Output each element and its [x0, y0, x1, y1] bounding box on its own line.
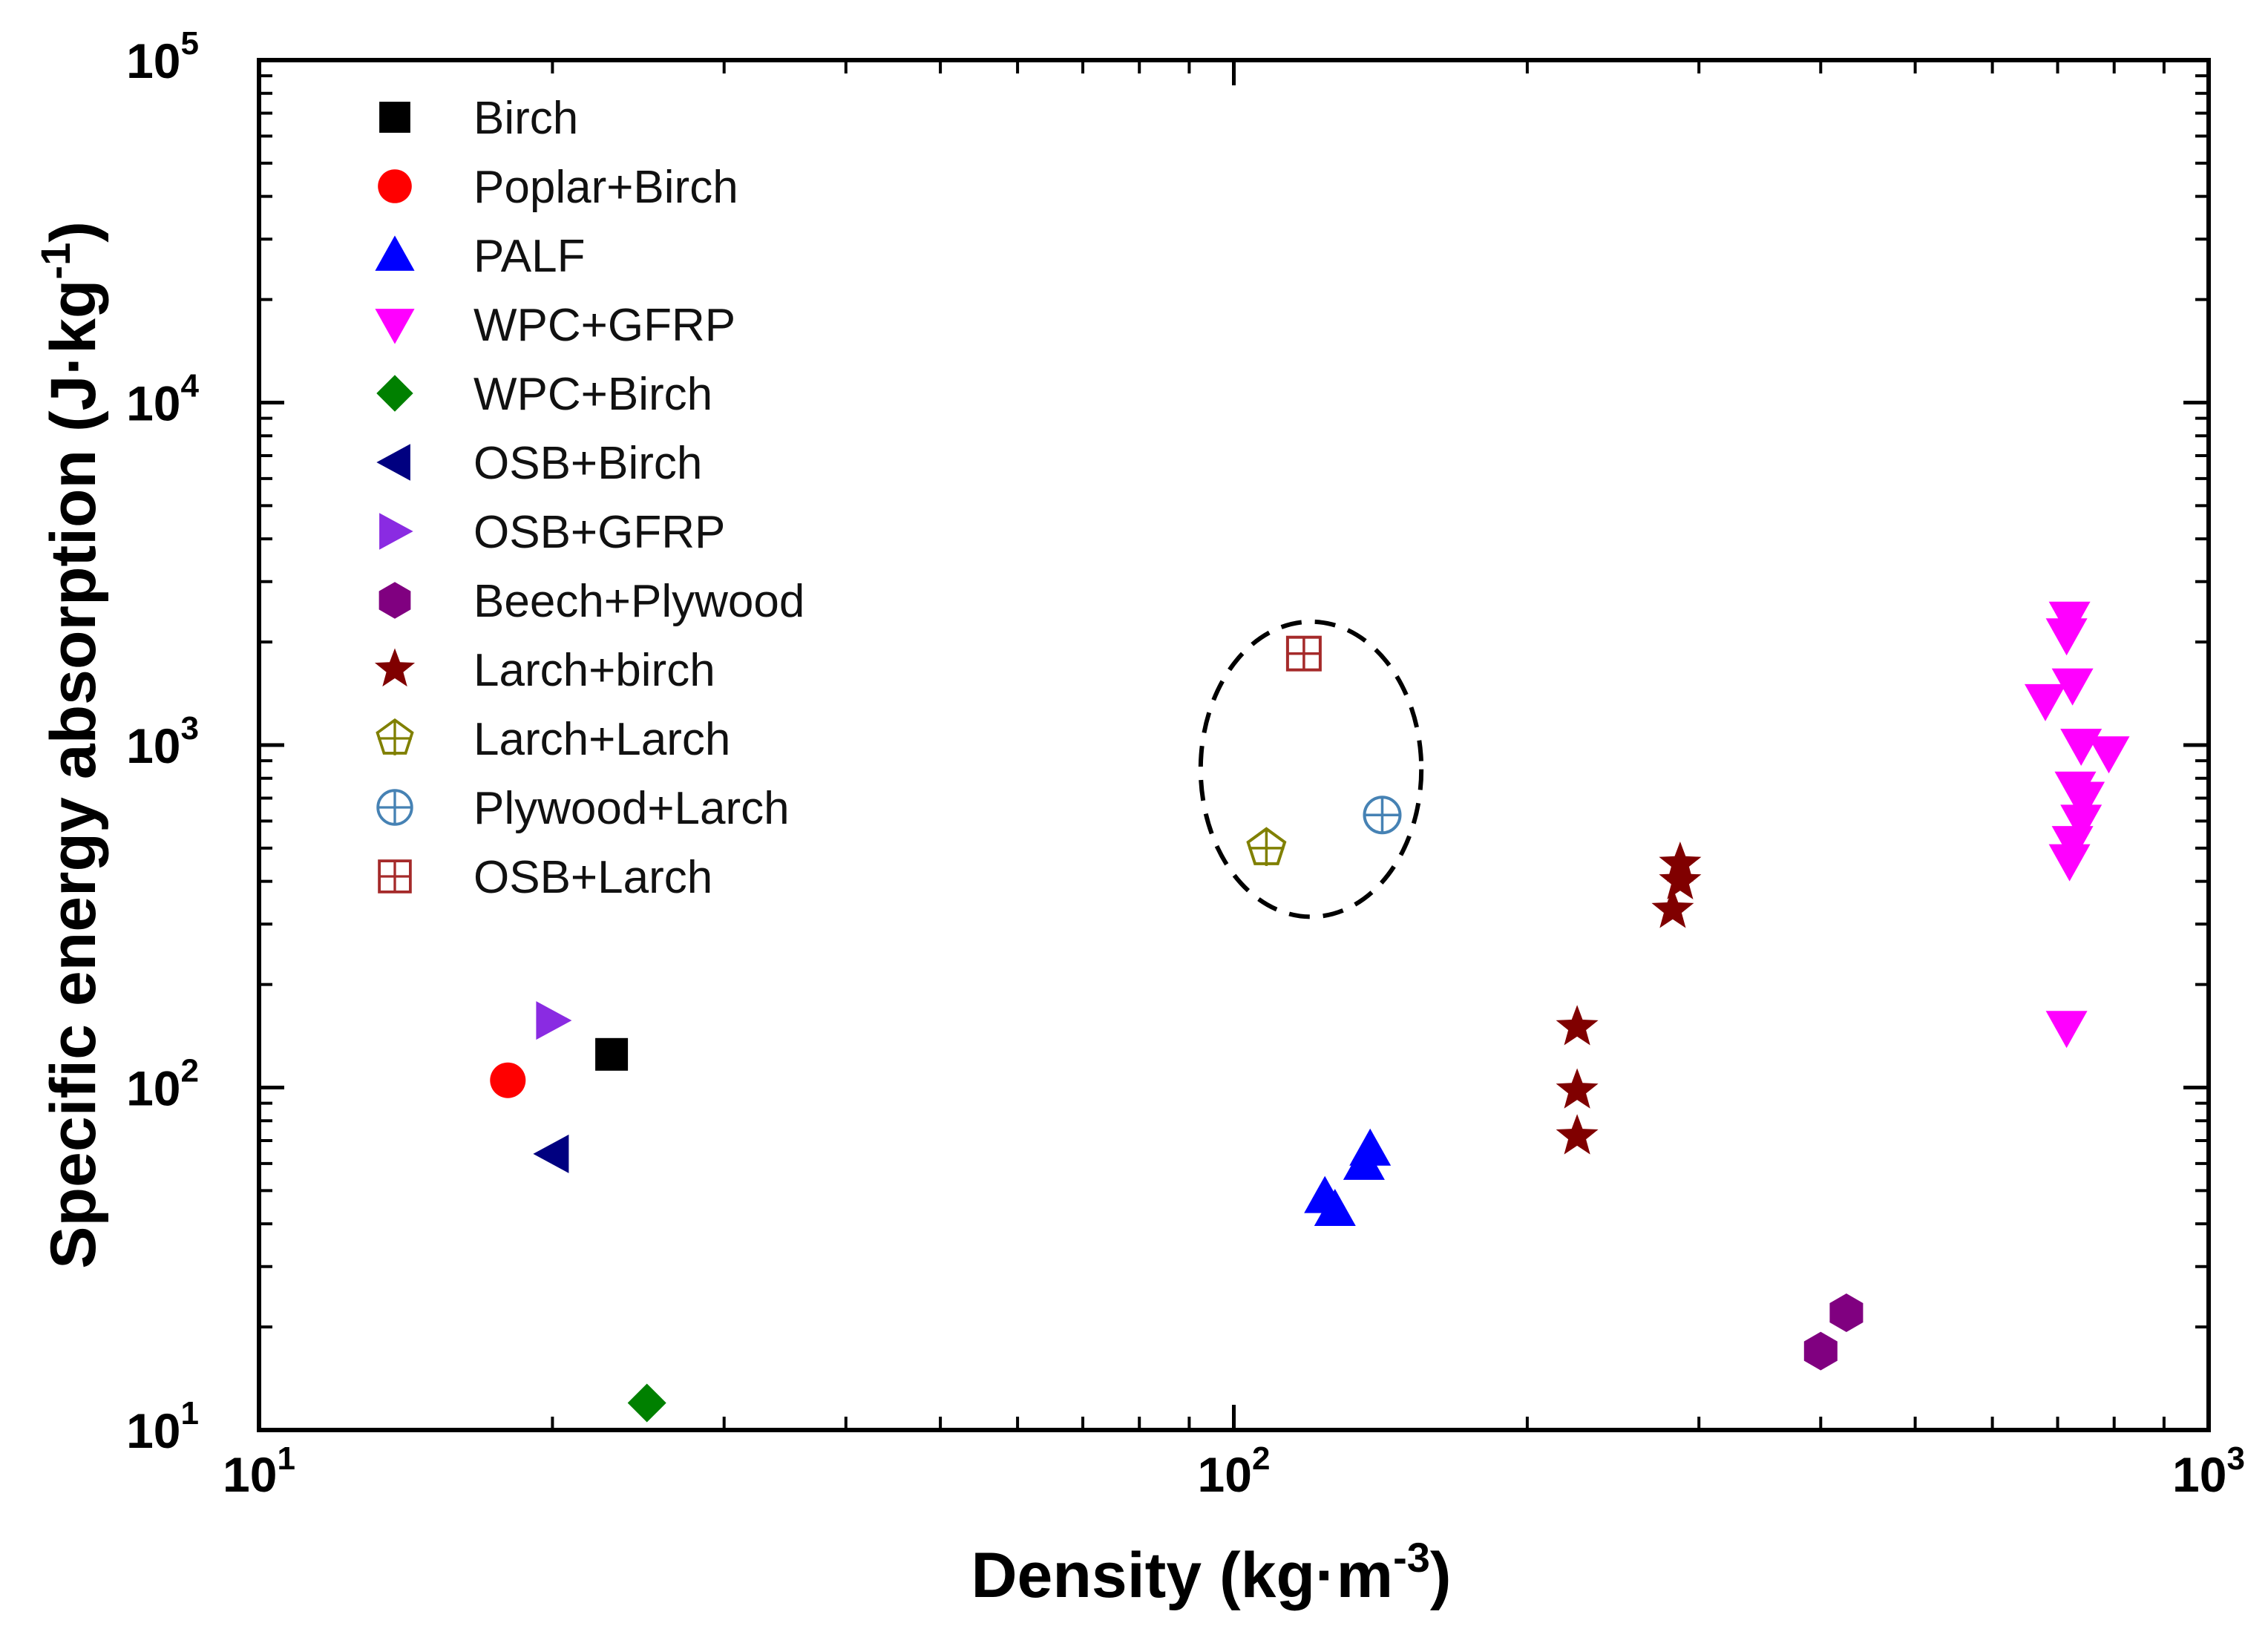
- x-axis-title: Density (kg·m-3): [971, 1534, 1451, 1611]
- legend-item-birch: Birch: [379, 93, 578, 144]
- dashed-ellipse-annotation: [1198, 619, 1424, 919]
- point-palf: [1349, 1128, 1392, 1166]
- legend-label: Plywood+Larch: [473, 783, 790, 834]
- point-larch-birch: [1556, 1005, 1599, 1046]
- point-larch-birch: [1651, 888, 1694, 928]
- legend-item-wpc-gfrp: WPC+GFRP: [375, 300, 735, 351]
- annotation-layer: [1198, 619, 1424, 919]
- legend-label: Beech+Plywood: [473, 576, 804, 627]
- legend: Birch Poplar+Birch PALF WPC+GFRP WPC+Birch OS…: [374, 93, 804, 903]
- point-osb-gfrp: [536, 1001, 572, 1040]
- y-tick-label: 101: [126, 1395, 199, 1458]
- x-tick-label: 102: [1198, 1440, 1271, 1502]
- legend-label: Birch: [473, 93, 578, 144]
- y-axis-title-sup: -1: [32, 243, 79, 280]
- legend-marker: [376, 789, 413, 826]
- legend-marker: [376, 718, 414, 755]
- legend-label: OSB+Larch: [473, 852, 712, 903]
- point-wpc-gfrp: [2025, 683, 2066, 721]
- point-wpc-gfrp: [2088, 736, 2130, 774]
- point-larch-birch: [1556, 1068, 1599, 1109]
- y-axis-title-end: ): [38, 221, 109, 243]
- legend-item-palf: PALF: [375, 231, 585, 282]
- legend-marker: [375, 235, 415, 271]
- legend-item-larch-larch: Larch+Larch: [376, 714, 730, 765]
- point-palf: [1314, 1189, 1356, 1226]
- legend-item-poplar-birch: Poplar+Birch: [378, 162, 738, 213]
- point-beech-plywood: [1803, 1331, 1838, 1371]
- x-tick-label: 103: [2172, 1440, 2245, 1502]
- legend-marker: [375, 309, 415, 344]
- plot-area: [257, 58, 2211, 1432]
- point-larch-birch: [1556, 1114, 1599, 1155]
- y-axis-title-main: Specific energy absorption (J·kg: [38, 280, 109, 1269]
- legend-label: WPC+Birch: [473, 369, 712, 420]
- point-larch-larch: [1246, 827, 1287, 866]
- legend-marker: [379, 102, 410, 133]
- point-larch-birch: [1659, 859, 1702, 899]
- point-osb-larch: [1285, 635, 1322, 672]
- legend-item-osb-gfrp: OSB+GFRP: [379, 507, 725, 558]
- point-poplar-birch: [490, 1062, 526, 1098]
- axis-ticks: 101 102 103 101 102 103 104 105: [126, 25, 2245, 1502]
- legend-item-osb-larch: OSB+Larch: [378, 852, 712, 903]
- x-axis-title-main: Density (kg·m: [971, 1540, 1393, 1611]
- legend-item-osb-birch: OSB+Birch: [376, 438, 702, 489]
- point-beech-plywood: [1829, 1293, 1864, 1332]
- point-osb-birch: [533, 1134, 569, 1173]
- legend-marker: [378, 859, 412, 893]
- y-tick-label: 103: [126, 710, 199, 773]
- legend-marker: [376, 375, 413, 412]
- legend-item-plywood-larch: Plywood+Larch: [376, 783, 790, 834]
- legend-marker: [379, 513, 413, 550]
- point-wpc-gfrp: [2063, 781, 2105, 819]
- point-wpc-gfrp: [2048, 844, 2091, 882]
- legend-marker: [378, 582, 411, 619]
- point-wpc-gfrp: [2045, 618, 2088, 656]
- y-tick-label: 105: [126, 25, 199, 88]
- legend-label: OSB+Birch: [473, 438, 702, 489]
- legend-label: Larch+birch: [473, 645, 715, 696]
- data-points: [490, 601, 2130, 1423]
- legend-marker: [376, 444, 410, 481]
- y-axis-title: Specific energy absorption (J·kg-1): [32, 221, 109, 1269]
- legend-marker: [378, 169, 412, 203]
- legend-marker: [374, 648, 416, 687]
- y-tick-label: 102: [126, 1053, 199, 1116]
- legend-item-wpc-birch: WPC+Birch: [376, 369, 712, 420]
- x-axis-title-sup: -3: [1393, 1534, 1430, 1581]
- legend-item-beech-plywood: Beech+Plywood: [378, 576, 804, 627]
- point-wpc-gfrp: [2060, 804, 2103, 842]
- point-wpc-gfrp: [2051, 668, 2094, 706]
- point-larch-birch: [1659, 842, 1702, 882]
- legend-item-larch-birch: Larch+birch: [374, 645, 715, 696]
- legend-label: Larch+Larch: [473, 714, 730, 765]
- legend-label: WPC+GFRP: [473, 300, 735, 351]
- legend-label: OSB+GFRP: [473, 507, 725, 558]
- legend-label: Poplar+Birch: [473, 162, 738, 213]
- legend-label: PALF: [473, 231, 585, 282]
- point-plywood-larch: [1363, 796, 1402, 835]
- x-tick-label: 101: [223, 1440, 295, 1502]
- point-wpc-birch: [627, 1383, 666, 1423]
- point-wpc-gfrp: [2045, 1011, 2088, 1049]
- x-axis-title-end: ): [1430, 1540, 1452, 1611]
- y-tick-label: 104: [126, 368, 199, 431]
- point-birch: [595, 1037, 629, 1071]
